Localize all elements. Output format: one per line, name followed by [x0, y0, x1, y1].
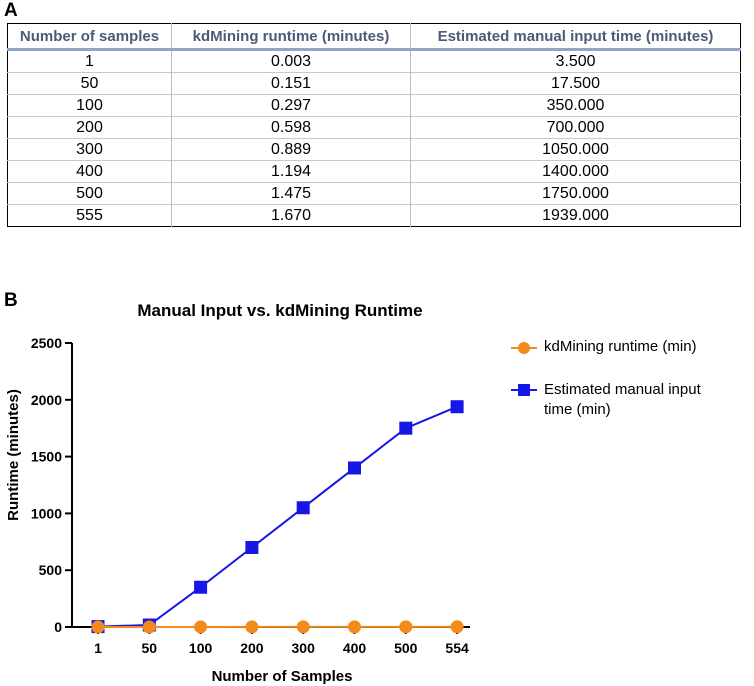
runtime-table: Number of samples kdMining runtime (minu…	[7, 23, 741, 227]
data-point	[296, 620, 310, 634]
data-point	[245, 540, 259, 554]
y-tick-label: 1500	[31, 449, 62, 465]
table-cell: 1.475	[171, 182, 411, 205]
table-cell: 1939.000	[410, 204, 741, 227]
table-cell: 0.151	[171, 72, 411, 95]
y-tick-label: 0	[54, 619, 62, 635]
data-point	[399, 620, 413, 634]
table-row: 400 1.194 1400.000	[7, 160, 741, 183]
x-tick-label: 50	[142, 640, 158, 656]
data-point	[348, 461, 361, 475]
table-cell: 1400.000	[410, 160, 741, 183]
x-tick-label: 1	[94, 640, 102, 656]
column-header: kdMining runtime (minutes)	[171, 23, 411, 51]
x-tick-label: 554	[445, 640, 469, 656]
table-cell: 1.670	[171, 204, 411, 227]
table-row: 200 0.598 700.000	[7, 116, 741, 139]
table-cell: 0.598	[171, 116, 411, 139]
legend-label: kdMining runtime (min)	[544, 338, 697, 355]
legend-label: Estimated manual input time (min)	[544, 381, 701, 418]
x-axis-label: Number of Samples	[212, 668, 353, 685]
table-cell: 0.003	[171, 49, 411, 73]
table-cell: 0.297	[171, 94, 411, 117]
y-axis-label: Runtime (minutes)	[5, 389, 22, 521]
table-cell: 200	[7, 116, 172, 139]
table-cell: 1.194	[171, 160, 411, 183]
x-tick-label: 500	[394, 640, 418, 656]
data-point	[245, 620, 259, 634]
column-header: Estimated manual input time (minutes)	[410, 23, 741, 51]
table-cell: 17.500	[410, 72, 741, 95]
table-cell: 300	[7, 138, 172, 161]
column-header: Number of samples	[7, 23, 172, 51]
table-cell: 100	[7, 94, 172, 117]
x-tick-label: 200	[240, 640, 264, 656]
data-point	[194, 620, 208, 634]
legend-square-marker-icon	[511, 384, 537, 396]
panel-label-b: B	[4, 290, 18, 311]
table-cell: 50	[7, 72, 172, 95]
panel-label-a: A	[4, 0, 18, 21]
table-row: 50 0.151 17.500	[7, 72, 741, 95]
table-cell: 555	[7, 204, 172, 227]
legend-circle-marker-icon	[511, 342, 537, 354]
data-point	[348, 620, 361, 634]
data-point	[296, 501, 310, 515]
table-cell: 0.889	[171, 138, 411, 161]
y-tick-label: 2000	[31, 392, 62, 408]
table-cell: 400	[7, 160, 172, 183]
y-tick-label: 1000	[31, 505, 62, 521]
table-cell: 700.000	[410, 116, 741, 139]
table-cell: 3.500	[410, 49, 741, 73]
y-tick-label: 2500	[31, 335, 62, 351]
table-cell: 1	[85, 52, 94, 70]
table-row: 555 1.670 1939.000	[7, 204, 741, 227]
x-tick-label: 400	[343, 640, 367, 656]
data-point	[450, 400, 464, 414]
table-row: 300 0.889 1050.000	[7, 138, 741, 161]
table-row: 500 1.475 1750.000	[7, 182, 741, 205]
y-tick-label: 500	[39, 562, 63, 578]
data-point	[194, 580, 208, 594]
series-line	[97, 405, 458, 628]
table-row: 1 0.003 3.500	[8, 49, 741, 73]
data-point	[450, 620, 464, 634]
table-cell: 1050.000	[410, 138, 741, 161]
data-point	[91, 620, 105, 634]
table-cell: 500	[7, 182, 172, 205]
table-cell: 1750.000	[410, 182, 741, 205]
data-point	[399, 421, 413, 435]
chart-title: Manual Input vs. kdMining Runtime	[137, 301, 422, 320]
data-point	[142, 620, 156, 634]
table-row: 100 0.297 350.000	[7, 94, 741, 117]
x-tick-label: 300	[292, 640, 316, 656]
x-tick-label: 100	[189, 640, 213, 656]
table-header-row: Number of samples kdMining runtime (minu…	[7, 23, 741, 51]
table-cell: 350.000	[410, 94, 741, 117]
